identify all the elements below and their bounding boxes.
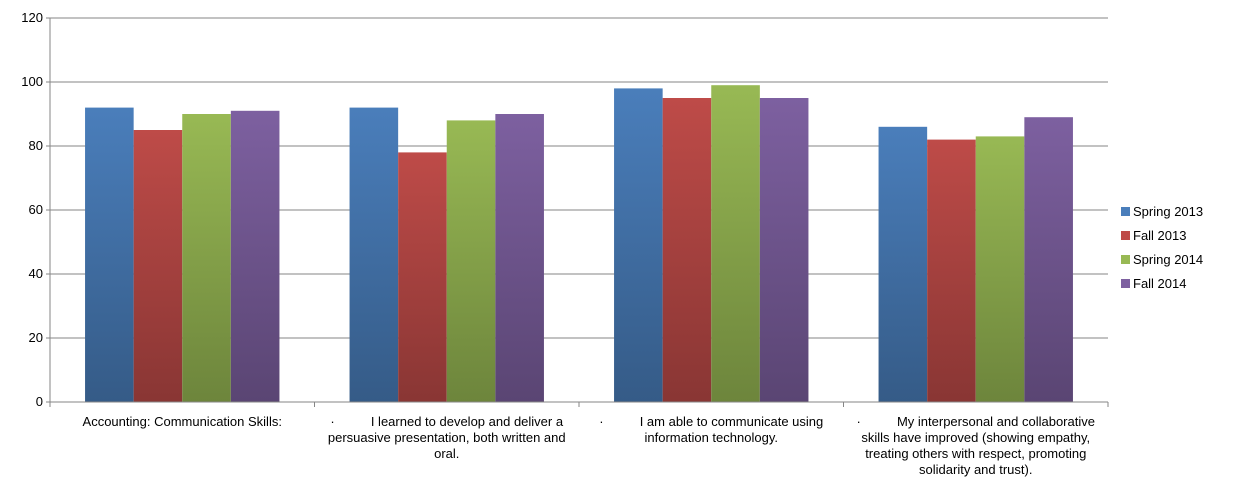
x-category-label: · I learned to develop and deliver a per…: [327, 414, 570, 461]
legend-item: Fall 2013: [1121, 223, 1203, 247]
legend-swatch: [1121, 230, 1130, 240]
y-tick-label: 60: [29, 202, 43, 217]
bar-spring-2014: [975, 136, 1025, 402]
y-tick-label: 0: [36, 394, 43, 409]
x-category-label: · My interpersonal and collaborative ski…: [856, 414, 1099, 477]
legend-swatch: [1121, 278, 1130, 288]
bar-spring-2014: [711, 85, 760, 402]
bar-fall-2014: [759, 98, 809, 402]
bar-spring-2014: [182, 114, 231, 402]
legend-item: Spring 2013: [1121, 199, 1203, 223]
bar-spring-2013: [349, 107, 399, 402]
legend-label: Spring 2013: [1133, 203, 1204, 219]
legend-label: Fall 2014: [1133, 275, 1187, 291]
y-tick-label: 100: [21, 74, 43, 89]
y-tick-label: 120: [21, 10, 43, 25]
bar-fall-2013: [927, 139, 976, 402]
y-tick-labels: 0 20 40 60 80 100 120: [21, 10, 43, 409]
bar-spring-2014: [446, 120, 496, 403]
bar-spring-2013: [614, 88, 663, 403]
bar-fall-2013: [398, 152, 447, 402]
legend-label: Fall 2013: [1133, 227, 1187, 243]
legend: Spring 2013 Fall 2013 Spring 2014 Fall 2014: [1121, 199, 1203, 295]
bars: [85, 85, 1073, 403]
x-category-label: · I am able to communicate using informa…: [599, 414, 827, 445]
y-tick-label: 20: [29, 330, 43, 345]
bar-spring-2013: [878, 126, 928, 403]
bar-fall-2013: [662, 98, 712, 402]
legend-item: Spring 2014: [1121, 247, 1203, 271]
bar-spring-2013: [85, 107, 134, 402]
bar-fall-2014: [495, 114, 544, 402]
y-tick-label: 40: [29, 266, 43, 281]
bar-fall-2013: [133, 130, 183, 402]
axes: [46, 17, 1109, 407]
legend-swatch: [1121, 254, 1130, 264]
legend-swatch: [1121, 206, 1130, 216]
legend-label: Spring 2014: [1133, 251, 1204, 267]
bar-fall-2014: [230, 110, 280, 403]
bar-fall-2014: [1024, 117, 1073, 402]
x-category-label: Accounting: Communication Skills:: [82, 414, 282, 429]
legend-item: Fall 2014: [1121, 271, 1203, 295]
y-tick-label: 80: [29, 138, 43, 153]
